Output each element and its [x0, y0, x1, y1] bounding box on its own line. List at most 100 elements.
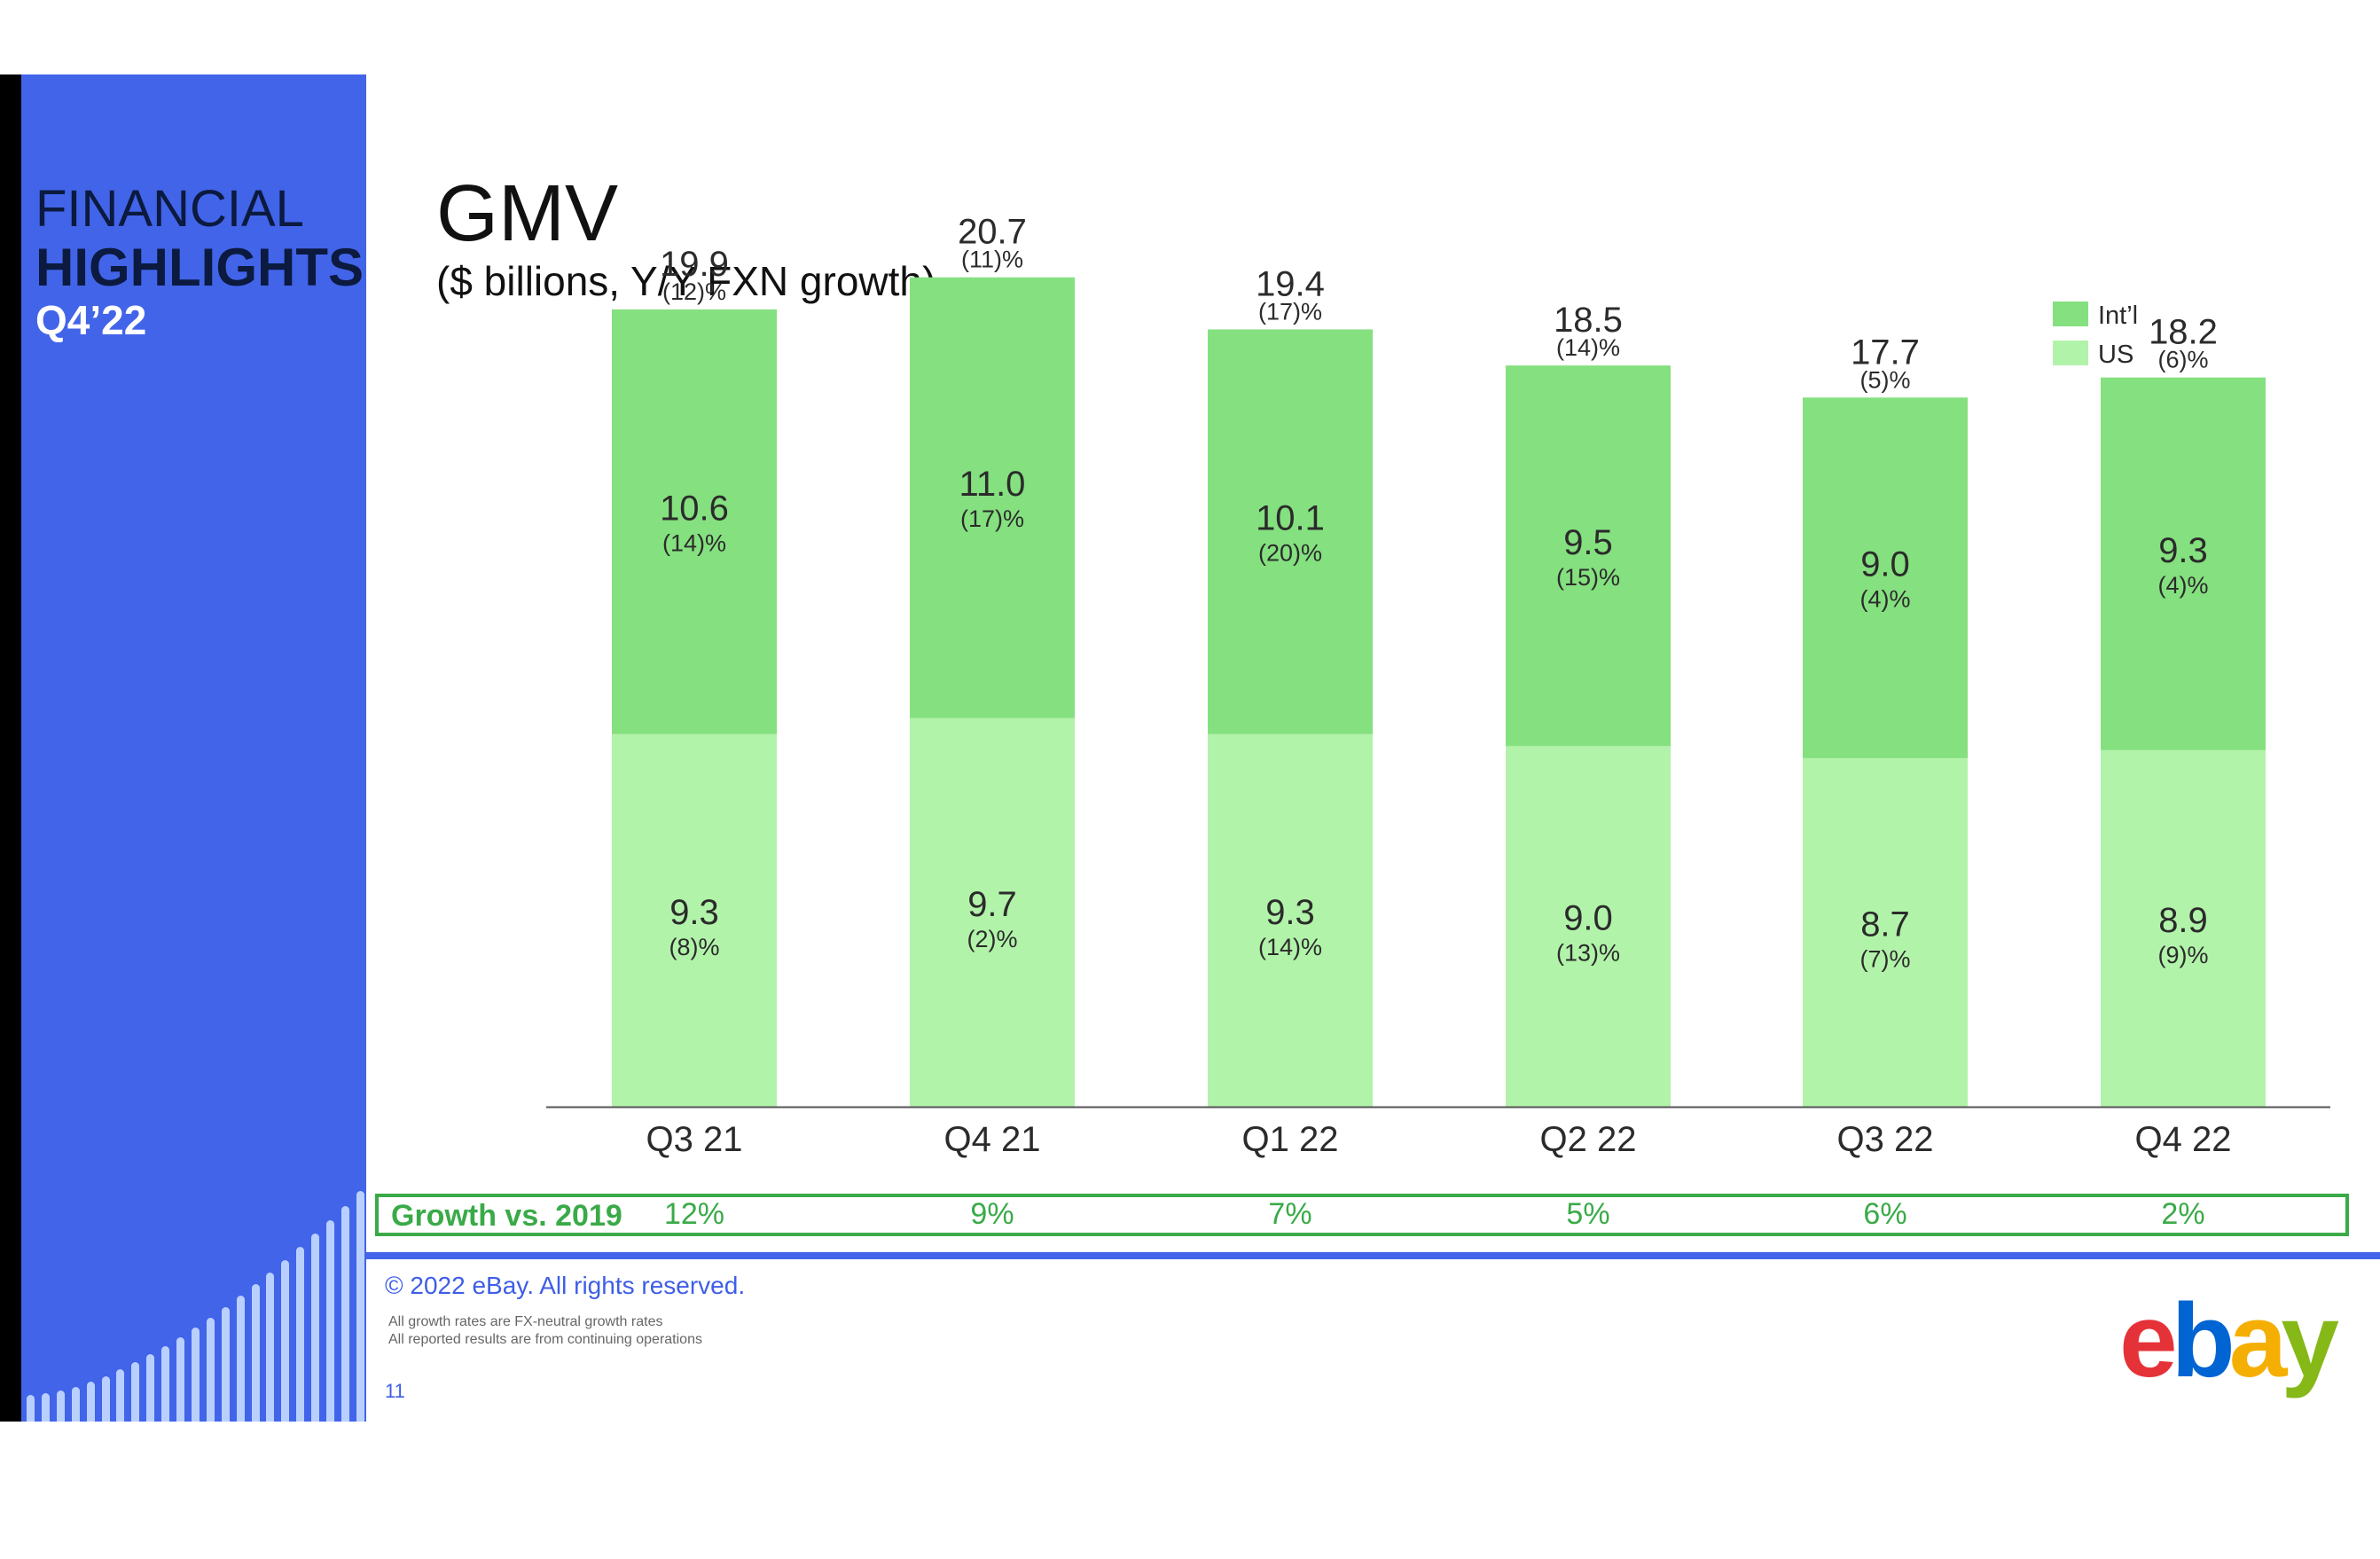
label-us-value-1: 9.7: [967, 885, 1017, 924]
x-tick-label-1: Q4 21: [944, 1120, 1041, 1159]
label-intl-value-5: 9.3: [2158, 531, 2208, 570]
label-intl-value-1: 11.0: [959, 465, 1026, 504]
logo-letter-e: e: [2119, 1282, 2178, 1399]
growth-vs-2019-value-3: 5%: [1566, 1197, 1610, 1231]
label-us-growth-3: (13)%: [1556, 940, 1620, 967]
label-total-growth-4: (5)%: [1859, 366, 1910, 393]
bar-intl-3: [1506, 365, 1671, 747]
sidebar-bar-decoration: [21, 1173, 366, 1422]
growth-vs-2019-value-4: 6%: [1863, 1197, 1907, 1231]
bar-us-1: [910, 717, 1075, 1107]
logo-letter-b: b: [2171, 1282, 2235, 1399]
label-total-value-2: 19.4: [1256, 264, 1325, 303]
bar-intl-0: [612, 309, 777, 734]
label-total-value-0: 19.9: [660, 245, 729, 284]
bar-intl-1: [910, 277, 1075, 718]
x-tick-label-0: Q3 21: [646, 1120, 743, 1159]
label-total-value-3: 18.5: [1554, 301, 1623, 340]
x-tick-label-5: Q4 22: [2135, 1120, 2232, 1159]
bar-intl-2: [1208, 329, 1373, 734]
label-total-value-5: 18.2: [2149, 313, 2218, 352]
logo-letter-a: a: [2228, 1282, 2288, 1399]
page-number: 11: [385, 1380, 405, 1402]
label-total-value-4: 17.7: [1851, 333, 1920, 372]
copyright: © 2022 eBay. All rights reserved.: [385, 1272, 746, 1299]
page-subtitle: ($ billions, Y/Y FXN growth): [436, 258, 936, 304]
page-title: GMV: [436, 169, 619, 258]
label-total-growth-1: (11)%: [961, 247, 1023, 273]
growth-vs-2019-value-5: 2%: [2161, 1197, 2205, 1231]
label-intl-value-2: 10.1: [1256, 499, 1325, 538]
label-intl-value-4: 9.0: [1860, 545, 1910, 584]
growth-vs-2019-value-0: 12%: [663, 1197, 725, 1231]
sidebar-bar: [86, 1381, 95, 1422]
sidebar-bar: [251, 1284, 260, 1422]
sidebar-bar: [176, 1336, 184, 1422]
label-total-growth-0: (12)%: [662, 278, 726, 305]
label-us-value-2: 9.3: [1265, 893, 1315, 932]
label-us-value-5: 8.9: [2158, 901, 2208, 940]
ebay-logo: ebay: [2119, 1281, 2339, 1401]
sidebar-title-line2: HIGHLIGHTS: [35, 238, 364, 297]
growth-vs-2019-value-2: 7%: [1268, 1197, 1312, 1231]
logo-letter-y: y: [2281, 1282, 2339, 1399]
label-us-value-4: 8.7: [1860, 905, 1910, 944]
bar-us-4: [1803, 757, 1968, 1107]
label-total-growth-5: (6)%: [2157, 347, 2208, 373]
x-tick-label-2: Q1 22: [1242, 1120, 1339, 1159]
sidebar-title-line1: FINANCIAL: [35, 180, 304, 238]
footnote-fx: All growth rates are FX-neutral growth r…: [388, 1314, 663, 1329]
sidebar-bar: [341, 1205, 349, 1422]
sidebar-bar: [266, 1272, 275, 1422]
label-intl-value-3: 9.5: [1563, 523, 1613, 562]
sidebar-bar: [206, 1317, 215, 1422]
sidebar-bar: [236, 1296, 245, 1422]
sidebar-bar: [356, 1191, 364, 1422]
label-intl-growth-4: (4)%: [1859, 586, 1910, 613]
label-us-value-0: 9.3: [669, 893, 719, 932]
sidebar-bar: [27, 1395, 35, 1422]
label-us-value-3: 9.0: [1563, 899, 1613, 938]
growth-vs-2019-box: [375, 1194, 2349, 1236]
sidebar-bar: [281, 1259, 290, 1422]
gmv-chart: 9.3(8)%10.6(14)%19.9(12)%Q3 219.7(2)%11.…: [546, 213, 2330, 1159]
label-us-growth-2: (14)%: [1258, 934, 1322, 960]
label-total-growth-2: (17)%: [1258, 298, 1322, 325]
bar-us-3: [1506, 746, 1671, 1107]
growth-vs-2019-value-1: 9%: [970, 1197, 1014, 1231]
sidebar-bar: [41, 1393, 50, 1422]
label-intl-growth-2: (20)%: [1258, 540, 1322, 567]
legend-label-1: US: [2098, 341, 2133, 369]
bar-intl-5: [2101, 377, 2266, 750]
sidebar-bar: [71, 1386, 80, 1422]
legend-label-0: Int’l: [2098, 302, 2138, 330]
bar-us-0: [612, 733, 777, 1107]
label-total-growth-3: (14)%: [1556, 334, 1620, 361]
x-tick-label-4: Q3 22: [1837, 1120, 1934, 1159]
label-intl-growth-1: (17)%: [960, 505, 1024, 532]
legend-swatch-1: [2053, 341, 2088, 365]
bar-intl-4: [1803, 397, 1968, 758]
label-us-growth-5: (9)%: [2157, 942, 2208, 968]
sidebar-bar: [101, 1375, 110, 1422]
legend-swatch-0: [2053, 302, 2088, 326]
label-intl-value-0: 10.6: [660, 489, 729, 528]
x-tick-label-3: Q2 22: [1540, 1120, 1637, 1159]
sidebar-edge: [0, 74, 21, 1422]
sidebar-bar: [296, 1247, 305, 1422]
bar-us-2: [1208, 733, 1373, 1107]
sidebar-bar: [56, 1391, 65, 1422]
footer-divider: [366, 1252, 2380, 1259]
sidebar: [21, 74, 366, 1422]
footnote-continuing-ops: All reported results are from continuing…: [388, 1332, 702, 1347]
bar-us-5: [2101, 749, 2266, 1107]
sidebar-bar: [326, 1219, 334, 1422]
sidebar-bar: [161, 1345, 170, 1422]
sidebar-bar: [311, 1234, 320, 1422]
slide: FINANCIAL HIGHLIGHTS Q4’22 GMV ($ billio…: [0, 74, 2380, 1422]
sidebar-bar: [191, 1328, 200, 1422]
sidebar-bar: [131, 1362, 140, 1422]
label-us-growth-4: (7)%: [1859, 945, 1910, 972]
sidebar-quarter: Q4’22: [35, 297, 147, 343]
sidebar-bar: [221, 1306, 230, 1422]
